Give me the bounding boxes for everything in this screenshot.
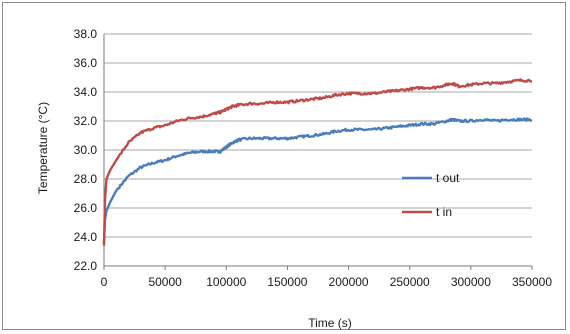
x-tick-label: 100000 — [206, 275, 246, 289]
y-tick-label: 38.0 — [74, 27, 98, 41]
y-tick-labels: 22.0 24.0 26.0 28.0 30.0 32.0 34.0 36.0 38.0 — [74, 27, 98, 273]
x-tick-label: 300000 — [451, 275, 491, 289]
legend-label-t-out: t out — [436, 171, 460, 185]
y-tick-label: 24.0 — [74, 230, 98, 244]
x-tick-label: 350000 — [512, 275, 552, 289]
axes — [103, 34, 533, 270]
y-tick-label: 36.0 — [74, 56, 98, 70]
y-tick-label: 22.0 — [74, 259, 98, 273]
legend-label-t-in: t in — [436, 205, 452, 219]
legend: t out t in — [402, 171, 460, 219]
x-axis-title: Time (s) — [308, 316, 352, 330]
y-tick-label: 26.0 — [74, 201, 98, 215]
series-line-t-in — [102, 78, 533, 246]
x-tick-labels: 0 50000 100000 150000 200000 250000 300000 3500… — [101, 275, 553, 289]
series-line-t-out — [102, 117, 533, 243]
x-tick-label: 0 — [101, 275, 108, 289]
x-tick-label: 200000 — [329, 275, 369, 289]
y-tick-label: 30.0 — [74, 143, 98, 157]
x-tick-label: 250000 — [390, 275, 430, 289]
y-axis-title: Temperature (°C) — [36, 102, 50, 194]
y-tick-label: 34.0 — [74, 85, 98, 99]
y-tick-label: 28.0 — [74, 172, 98, 186]
chart-frame — [2, 2, 566, 330]
x-tick-label: 50000 — [148, 275, 182, 289]
y-tick-label: 32.0 — [74, 114, 98, 128]
x-tick-label: 150000 — [267, 275, 307, 289]
series-lines — [102, 78, 533, 246]
